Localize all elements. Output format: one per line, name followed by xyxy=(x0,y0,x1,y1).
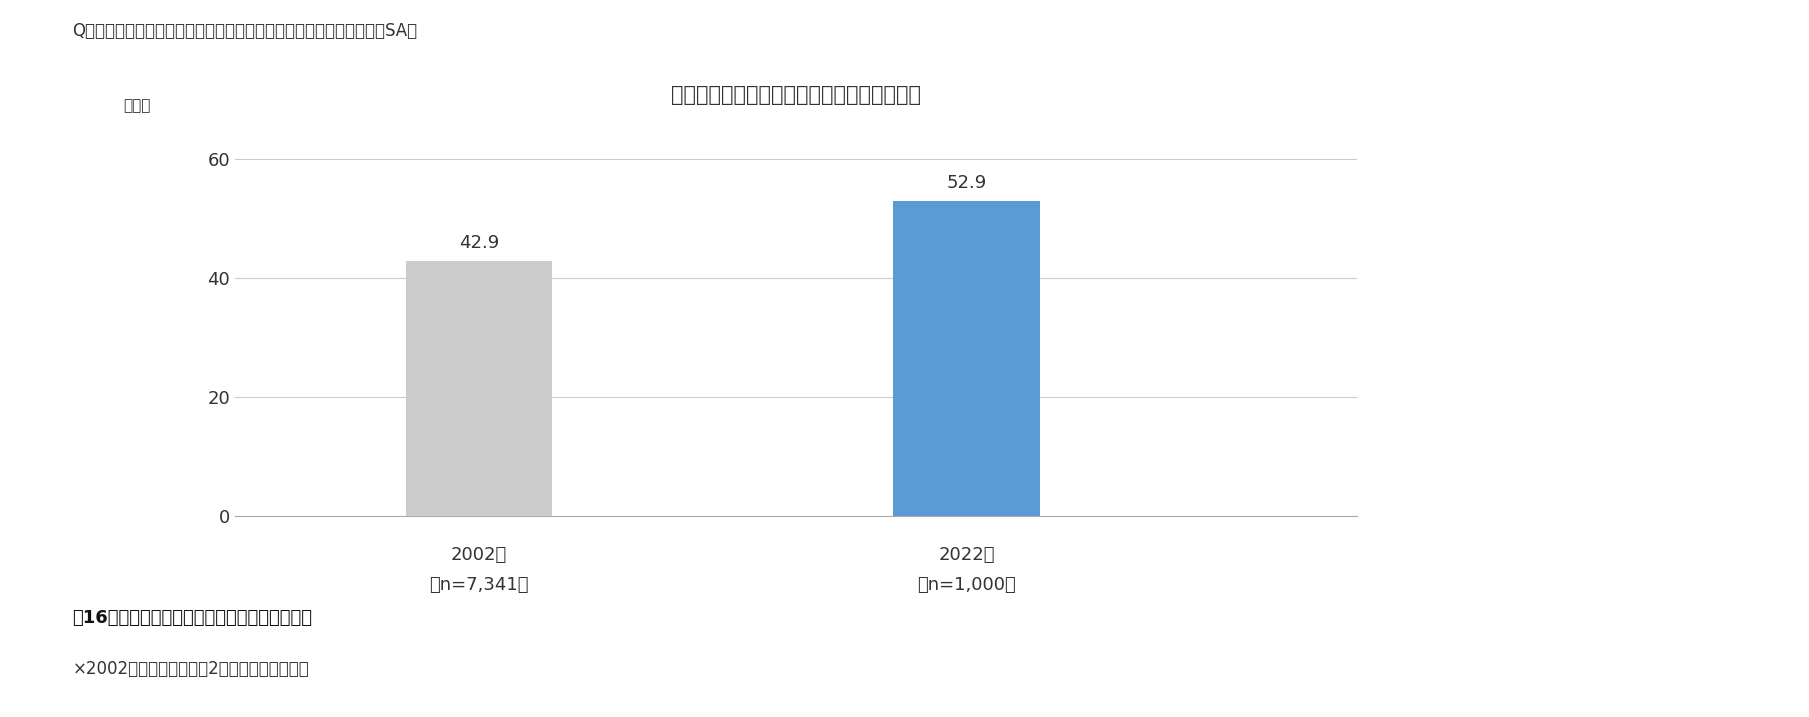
Text: 2022年: 2022年 xyxy=(939,546,995,564)
Bar xyxy=(405,261,552,516)
Text: ×2002年のデータは「第2回空気感調査」より: ×2002年のデータは「第2回空気感調査」より xyxy=(72,660,309,678)
Text: Q：あなたは室内の空気と屋外の空気のどちらがより心配ですか。（SA）: Q：あなたは室内の空気と屋外の空気のどちらがより心配ですか。（SA） xyxy=(72,22,418,39)
Text: （％）: （％） xyxy=(123,98,150,113)
Text: 2002年: 2002年 xyxy=(450,546,507,564)
Bar xyxy=(894,201,1040,516)
Text: 囱16　室内の空気と屋外の空気どちらが心配か: 囱16 室内の空気と屋外の空気どちらが心配か xyxy=(72,609,313,627)
Text: （n=1,000）: （n=1,000） xyxy=(917,576,1017,594)
Text: 52.9: 52.9 xyxy=(946,174,986,192)
Text: 42.9: 42.9 xyxy=(459,234,499,252)
Title: 「室内の空気の方が心配」と答えた人の割合: 「室内の空気の方が心配」と答えた人の割合 xyxy=(671,85,921,105)
Text: （n=7,341）: （n=7,341） xyxy=(429,576,528,594)
